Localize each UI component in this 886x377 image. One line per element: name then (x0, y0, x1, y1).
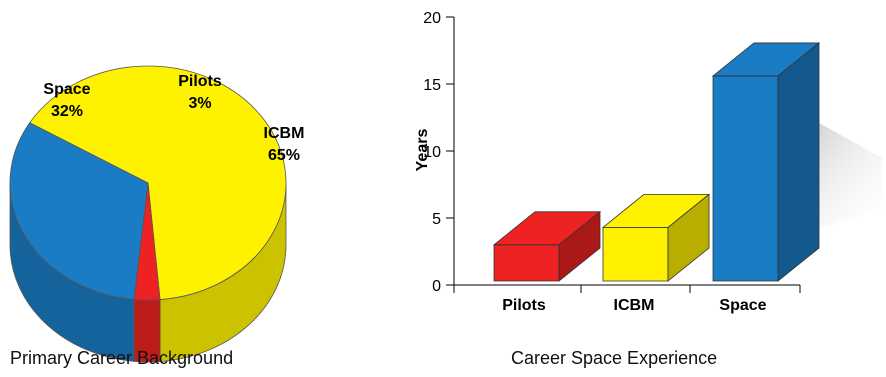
y-axis-title: Years (414, 129, 431, 172)
bar-pilots (492, 210, 602, 282)
x-category-label-space: Space (719, 297, 766, 314)
y-tick-label: 10 (423, 144, 441, 161)
bar-chart: 0 5 10 15 20 Years Pilots ICBM Space (414, 10, 882, 314)
y-tick-label: 15 (423, 77, 441, 94)
y-tick-label: 5 (432, 211, 441, 228)
pie-label-pilots: Pilots (178, 73, 222, 90)
bar-chart-title: Career Space Experience (511, 348, 718, 368)
y-tick-label: 20 (423, 10, 441, 27)
bar-side-pilots (558, 210, 601, 282)
pie-chart: ICBM 65% Pilots 3% Space 32% (9, 65, 305, 363)
x-category-label-pilots: Pilots (502, 297, 546, 314)
y-tick-label: 0 (432, 278, 441, 295)
pie-slice-space (9, 122, 149, 300)
bar-front-space (712, 75, 779, 282)
pie-label-icbm: ICBM (264, 125, 305, 142)
bar-front-icbm (602, 226, 669, 282)
bar-space (711, 42, 821, 282)
bar-side-space (777, 42, 820, 282)
bar-icbm (601, 193, 711, 282)
x-category-label-icbm: ICBM (614, 297, 655, 314)
pie-value-pilots: 3% (188, 95, 211, 112)
bar-front-pilots (493, 244, 560, 282)
pie-chart-title: Primary Career Background (10, 348, 234, 368)
bar-side-icbm (667, 193, 710, 282)
pie-value-icbm: 65% (268, 147, 300, 164)
pie-label-space: Space (43, 81, 90, 98)
pie-value-space: 32% (51, 103, 83, 120)
pie-slice-icbm (29, 65, 287, 300)
